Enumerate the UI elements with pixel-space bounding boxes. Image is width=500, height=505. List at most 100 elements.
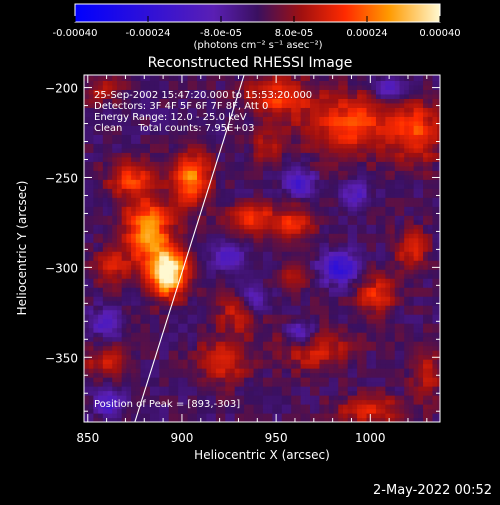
- heatmap-cell: [268, 157, 273, 162]
- heatmap-cell: [159, 287, 164, 292]
- heatmap-cell: [272, 368, 277, 373]
- heatmap-cell: [258, 287, 263, 292]
- heatmap-cell: [145, 80, 150, 85]
- heatmap-cell: [305, 184, 310, 189]
- heatmap-cell: [329, 386, 334, 391]
- heatmap-cell: [334, 265, 339, 270]
- heatmap-cell: [206, 301, 211, 306]
- heatmap-cell: [202, 382, 207, 387]
- heatmap-cell: [324, 337, 329, 342]
- heatmap-cell: [225, 206, 230, 211]
- heatmap-cell: [122, 283, 127, 288]
- heatmap-cell: [117, 283, 122, 288]
- heatmap-cell: [150, 328, 155, 333]
- heatmap-cell: [136, 373, 141, 378]
- heatmap-cell: [282, 139, 287, 144]
- heatmap-cell: [159, 161, 164, 166]
- heatmap-cell: [334, 197, 339, 202]
- heatmap-cell: [230, 184, 235, 189]
- heatmap-cell: [244, 202, 249, 207]
- heatmap-cell: [103, 143, 108, 148]
- heatmap-cell: [216, 359, 221, 364]
- heatmap-cell: [131, 386, 136, 391]
- heatmap-cell: [329, 89, 334, 94]
- heatmap-cell: [301, 265, 306, 270]
- heatmap-cell: [216, 355, 221, 360]
- heatmap-cell: [117, 413, 122, 418]
- heatmap-cell: [225, 346, 230, 351]
- heatmap-cell: [93, 197, 98, 202]
- heatmap-cell: [197, 283, 202, 288]
- heatmap-cell: [315, 166, 320, 171]
- heatmap-cell: [126, 328, 131, 333]
- heatmap-cell: [371, 206, 376, 211]
- heatmap-cell: [343, 373, 348, 378]
- heatmap-cell: [305, 224, 310, 229]
- heatmap-cell: [291, 233, 296, 238]
- heatmap-cell: [343, 107, 348, 112]
- heatmap-cell: [141, 139, 146, 144]
- heatmap-cell: [254, 134, 259, 139]
- heatmap-cell: [122, 211, 127, 216]
- heatmap-cell: [211, 139, 216, 144]
- heatmap-cell: [367, 85, 372, 90]
- heatmap-cell: [343, 400, 348, 405]
- heatmap-cell: [178, 314, 183, 319]
- heatmap-cell: [319, 328, 324, 333]
- heatmap-cell: [93, 188, 98, 193]
- heatmap-cell: [235, 382, 240, 387]
- heatmap-cell: [348, 202, 353, 207]
- heatmap-cell: [197, 328, 202, 333]
- heatmap-cell: [221, 175, 226, 180]
- heatmap-cell: [272, 269, 277, 274]
- heatmap-cell: [103, 265, 108, 270]
- heatmap-cell: [108, 310, 113, 315]
- heatmap-cell: [268, 278, 273, 283]
- heatmap-cell: [258, 395, 263, 400]
- heatmap-cell: [112, 143, 117, 148]
- heatmap-cell: [305, 328, 310, 333]
- heatmap-cell: [192, 314, 197, 319]
- heatmap-cell: [315, 346, 320, 351]
- heatmap-cell: [362, 197, 367, 202]
- heatmap-cell: [310, 373, 315, 378]
- heatmap-cell: [150, 269, 155, 274]
- heatmap-cell: [338, 247, 343, 252]
- heatmap-cell: [89, 269, 94, 274]
- heatmap-cell: [150, 310, 155, 315]
- heatmap-cell: [216, 341, 221, 346]
- heatmap-cell: [178, 233, 183, 238]
- heatmap-cell: [258, 364, 263, 369]
- heatmap-cell: [211, 319, 216, 324]
- heatmap-cell: [159, 143, 164, 148]
- heatmap-cell: [352, 242, 357, 247]
- heatmap-cell: [249, 76, 254, 81]
- heatmap-cell: [239, 170, 244, 175]
- heatmap-cell: [376, 305, 381, 310]
- heatmap-cell: [367, 296, 372, 301]
- heatmap-cell: [178, 332, 183, 337]
- heatmap-cell: [268, 125, 273, 130]
- heatmap-cell: [230, 350, 235, 355]
- heatmap-cell: [282, 278, 287, 283]
- heatmap-cell: [117, 382, 122, 387]
- heatmap-cell: [319, 319, 324, 324]
- heatmap-cell: [371, 337, 376, 342]
- heatmap-cell: [244, 224, 249, 229]
- heatmap-cell: [272, 197, 277, 202]
- heatmap-cell: [183, 341, 188, 346]
- heatmap-cell: [103, 166, 108, 171]
- heatmap-cell: [371, 89, 376, 94]
- heatmap-cell: [362, 413, 367, 418]
- heatmap-cell: [319, 125, 324, 130]
- heatmap-cell: [282, 265, 287, 270]
- heatmap-cell: [112, 301, 117, 306]
- heatmap-cell: [155, 274, 160, 279]
- heatmap-cell: [202, 215, 207, 220]
- heatmap-cell: [258, 188, 263, 193]
- heatmap-cell: [329, 292, 334, 297]
- heatmap-cell: [277, 125, 282, 130]
- heatmap-cell: [305, 130, 310, 135]
- heatmap-cell: [141, 260, 146, 265]
- heatmap-cell: [338, 152, 343, 157]
